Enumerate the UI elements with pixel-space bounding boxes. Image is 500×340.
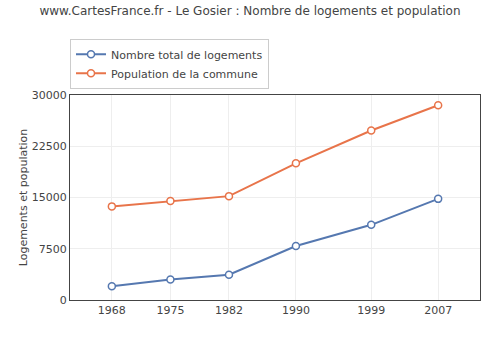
svg-text:Logements et population: Logements et population xyxy=(17,129,30,267)
svg-text:22500: 22500 xyxy=(32,140,67,153)
svg-text:Population de la commune: Population de la commune xyxy=(111,68,258,81)
svg-text:1968: 1968 xyxy=(98,304,126,317)
svg-text:15000: 15000 xyxy=(32,191,67,204)
svg-text:1990: 1990 xyxy=(282,304,310,317)
svg-text:www.CartesFrance.fr - Le Gosie: www.CartesFrance.fr - Le Gosier : Nombre… xyxy=(39,4,460,18)
svg-text:1999: 1999 xyxy=(357,304,385,317)
svg-text:7500: 7500 xyxy=(39,243,67,256)
svg-text:Nombre total de logements: Nombre total de logements xyxy=(111,49,262,62)
svg-text:1975: 1975 xyxy=(156,304,184,317)
svg-text:1982: 1982 xyxy=(215,304,243,317)
svg-text:30000: 30000 xyxy=(32,89,67,102)
svg-text:2007: 2007 xyxy=(424,304,452,317)
svg-text:0: 0 xyxy=(60,294,67,307)
